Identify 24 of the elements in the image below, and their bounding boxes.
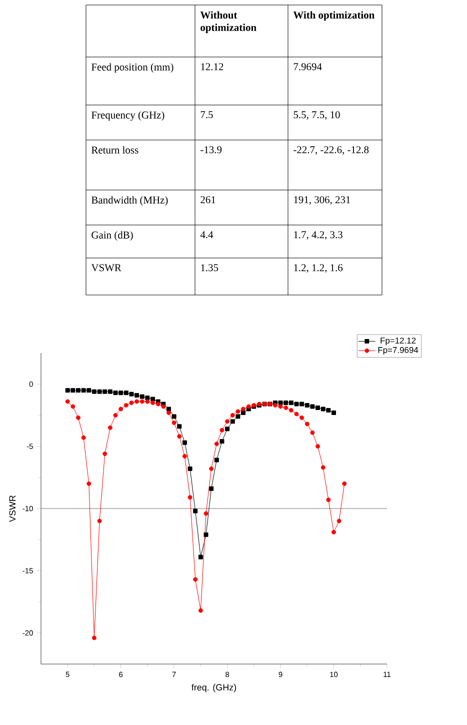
- x-axis-title: freq. (GHz): [192, 684, 236, 692]
- text: -13.9: [200, 146, 222, 154]
- text: 7.5: [200, 111, 213, 118]
- text: 12.12: [201, 63, 224, 70]
- y-axis-title: VSWR: [9, 495, 16, 522]
- category-label: Frequency (GHz): [91, 111, 164, 121]
- category-label: Return loss: [91, 146, 138, 154]
- text: 1.35: [201, 264, 218, 272]
- text: 7.9694: [294, 63, 322, 70]
- text: 261: [200, 196, 216, 204]
- category-label: Gain (dB): [92, 231, 133, 241]
- text: 4.4: [200, 231, 214, 238]
- legend-label: Fp=7.9694: [378, 346, 418, 355]
- text: -22.7, -22.6, -12.8: [294, 146, 369, 155]
- category-label: With optimization: [293, 11, 374, 21]
- text: 5.5, 7.5, 10: [294, 111, 340, 120]
- category-label: Without optimization: [200, 11, 256, 34]
- text: 1.7, 4.2, 3.3: [294, 231, 342, 240]
- text: 191, 306, 231: [294, 196, 350, 205]
- legend-label: Fp=12.12: [380, 338, 416, 346]
- category-label: Bandwidth (MHz): [91, 196, 168, 206]
- category-label: VSWR: [91, 264, 122, 272]
- category-label: Feed position (mm): [91, 63, 174, 73]
- text: 1.2, 1.2, 1.6: [294, 264, 343, 273]
